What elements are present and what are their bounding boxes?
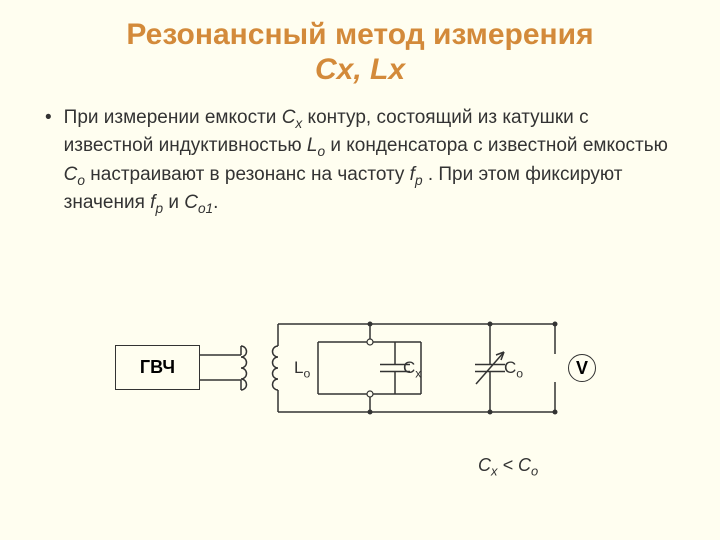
bullet-marker: • — [45, 105, 52, 218]
bullet-item: • При измерении емкости Cx контур, состо… — [45, 105, 675, 218]
circuit-diagram: ГВЧ V Lo Cx Co Cx < Co — [0, 310, 720, 490]
title-lx: x — [388, 53, 405, 86]
page-title: Резонансный метод измерения Cx, Lx — [0, 0, 720, 87]
bullet-text: При измерении емкости Cx контур, состоящ… — [64, 105, 675, 218]
generator-label: ГВЧ — [140, 357, 175, 378]
bullet-section: • При измерении емкости Cx контур, состо… — [0, 87, 720, 218]
voltmeter: V — [568, 354, 596, 382]
circuit-svg — [0, 310, 720, 490]
title-line1: Резонансный метод измерения — [126, 18, 593, 51]
voltmeter-label: V — [576, 358, 588, 379]
generator-box: ГВЧ — [115, 345, 200, 390]
capacitor-cx-label: Cx — [403, 358, 421, 380]
inequality-note: Cx < Co — [478, 455, 538, 479]
capacitor-co-label: Co — [504, 358, 523, 380]
inductor-label: Lo — [294, 358, 310, 380]
title-cx: Cx — [315, 53, 353, 86]
